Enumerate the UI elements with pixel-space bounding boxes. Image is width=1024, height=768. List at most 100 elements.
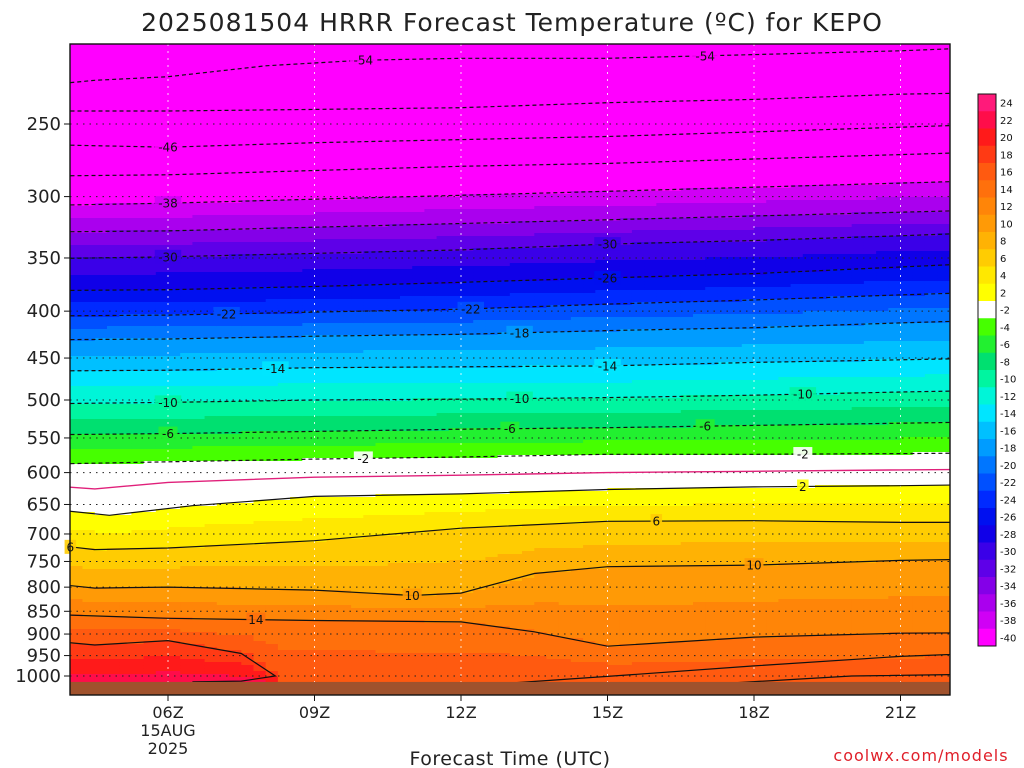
fill-cell	[94, 458, 108, 462]
fill-cell	[277, 197, 291, 201]
fill-cell	[290, 206, 303, 210]
fill-cell	[143, 524, 157, 528]
fill-cell	[46, 239, 59, 242]
fill-cell	[168, 263, 181, 267]
fill-cell	[70, 572, 84, 576]
fill-cell	[82, 308, 96, 312]
fill-cell	[216, 293, 230, 297]
fill-cell	[82, 239, 96, 243]
fill-cell	[290, 104, 303, 108]
fill-cell	[204, 665, 218, 669]
fill-cell	[253, 407, 267, 411]
fill-cell	[216, 644, 230, 648]
fill-cell	[253, 485, 267, 489]
fill-cell	[168, 581, 181, 585]
fill-cell	[229, 263, 242, 267]
fill-cell	[82, 560, 96, 564]
fill-cell	[277, 278, 291, 282]
fill-cell	[155, 512, 169, 516]
fill-cell	[119, 83, 132, 87]
fill-cell	[22, 371, 35, 374]
fill-cell	[192, 140, 206, 144]
fill-cell	[265, 392, 279, 396]
fill-cell	[192, 659, 206, 663]
fill-cell	[290, 296, 303, 300]
fill-cell	[277, 515, 291, 519]
fill-cell	[168, 275, 181, 279]
fill-cell	[216, 584, 230, 588]
fill-cell	[229, 545, 242, 549]
fill-cell	[253, 353, 267, 357]
fill-cell	[253, 335, 267, 339]
fill-cell	[277, 650, 291, 654]
fill-cell	[94, 158, 108, 162]
fill-cell	[168, 164, 181, 168]
fill-cell	[34, 332, 47, 335]
fill-cell	[192, 101, 206, 105]
fill-cell	[192, 521, 206, 525]
fill-cell	[94, 77, 108, 81]
fill-cell	[277, 53, 291, 57]
fill-cell	[107, 659, 120, 663]
fill-cell	[204, 506, 218, 510]
fill-cell	[119, 329, 132, 333]
fill-cell	[70, 269, 84, 273]
fill-cell	[82, 113, 96, 117]
fill-cell	[192, 632, 206, 636]
fill-cell	[241, 212, 255, 216]
fill-cell	[143, 506, 157, 510]
fill-cell	[192, 551, 206, 555]
fill-cell	[229, 62, 242, 66]
fill-cell	[265, 149, 279, 153]
fill-cell	[290, 239, 303, 243]
fill-cell	[204, 260, 218, 264]
fill-cell	[143, 116, 157, 120]
fill-cell	[70, 53, 84, 57]
fill-cell	[46, 449, 59, 452]
fill-cell	[107, 512, 120, 516]
fill-cell	[192, 206, 206, 210]
fill-cell	[241, 326, 255, 330]
fill-cell	[180, 518, 193, 522]
fill-cell	[143, 566, 157, 570]
fill-cell	[143, 395, 157, 399]
fill-cell	[180, 269, 193, 273]
fill-cell	[204, 422, 218, 426]
fill-cell	[70, 143, 71, 147]
fill-cell	[131, 629, 145, 633]
fill-cell	[216, 116, 230, 120]
fill-cell	[241, 311, 255, 315]
fill-cell	[180, 314, 193, 318]
fill-cell	[277, 425, 291, 429]
fill-cell	[241, 248, 255, 252]
fill-cell	[180, 644, 193, 648]
fill-cell	[241, 233, 255, 237]
fill-cell	[94, 161, 108, 165]
fill-cell	[241, 53, 255, 57]
fill-cell	[70, 551, 84, 555]
fill-cell	[253, 551, 267, 555]
fill-cell	[70, 239, 84, 243]
fill-cell	[192, 47, 206, 51]
fill-cell	[265, 428, 279, 432]
fill-cell	[180, 347, 193, 351]
fill-cell	[119, 620, 132, 624]
fill-cell	[82, 314, 96, 318]
fill-cell	[192, 260, 206, 264]
fill-cell	[82, 74, 96, 78]
fill-cell	[265, 275, 279, 279]
fill-cell	[216, 323, 230, 327]
fill-cell	[94, 428, 108, 432]
fill-cell	[131, 626, 145, 630]
fill-cell	[131, 467, 145, 471]
fill-cell	[265, 290, 279, 294]
fill-cell	[216, 356, 230, 360]
fill-cell	[253, 575, 267, 579]
fill-cell	[241, 314, 255, 318]
fill-cell	[180, 68, 193, 72]
fill-cell	[70, 593, 84, 597]
fill-cell	[82, 275, 96, 279]
fill-cell	[46, 386, 59, 389]
fill-cell	[168, 494, 181, 498]
fill-cell	[94, 56, 108, 60]
